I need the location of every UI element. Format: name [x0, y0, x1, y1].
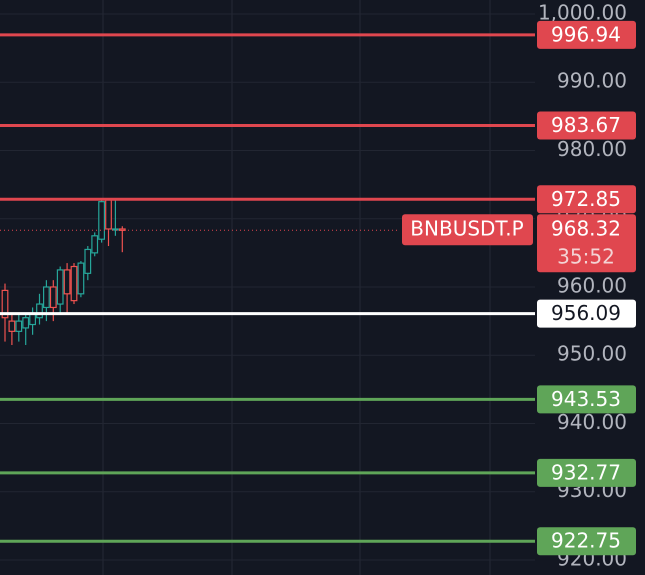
candle-body — [15, 320, 23, 332]
countdown-label: 35:52 — [557, 245, 615, 269]
candle-body — [36, 303, 43, 319]
y-tick-label: 980.00 — [557, 137, 627, 161]
level-label-box — [537, 458, 636, 487]
candle-body — [8, 320, 16, 332]
current-price-box — [537, 214, 636, 273]
y-tick-label: 950.00 — [557, 342, 627, 366]
candle-body — [77, 262, 85, 295]
candle-body — [42, 286, 50, 309]
level-label: 932.77 — [551, 460, 621, 484]
level-label: 956.09 — [551, 301, 621, 325]
candle-body — [49, 286, 57, 309]
y-tick-label: 1,000.00 — [538, 0, 627, 24]
candle-body — [105, 199, 112, 230]
level-label: 983.67 — [551, 113, 621, 137]
current-price-label: 968.32 — [551, 217, 621, 241]
candle-body — [1, 289, 9, 319]
candle-body — [118, 228, 126, 231]
level-label: 922.75 — [551, 529, 621, 553]
candle-body — [63, 269, 71, 295]
level-label-box — [537, 299, 636, 328]
y-tick-label: 940.00 — [557, 410, 627, 434]
symbol-label: BNBUSDT.P — [410, 217, 523, 241]
vertical-grid — [102, 0, 491, 575]
level-label-box — [537, 185, 636, 214]
level-label: 943.53 — [551, 387, 621, 411]
y-tick-label: 990.00 — [557, 69, 627, 93]
candle-body — [29, 313, 36, 326]
symbol-box — [402, 214, 533, 246]
candle-body — [70, 265, 78, 302]
level-label: 996.94 — [551, 22, 621, 46]
level-label-box — [537, 385, 636, 414]
level-label-box — [537, 111, 636, 140]
candle-body — [91, 235, 99, 254]
candle-body — [111, 228, 119, 231]
candle-body — [56, 269, 64, 305]
level-label-box — [537, 20, 636, 49]
candle-body — [84, 248, 92, 274]
level-label-box — [537, 527, 636, 556]
candle-body — [98, 201, 106, 240]
y-tick-label: 960.00 — [557, 273, 627, 297]
level-label: 972.85 — [551, 187, 621, 211]
candle-body — [22, 317, 30, 329]
